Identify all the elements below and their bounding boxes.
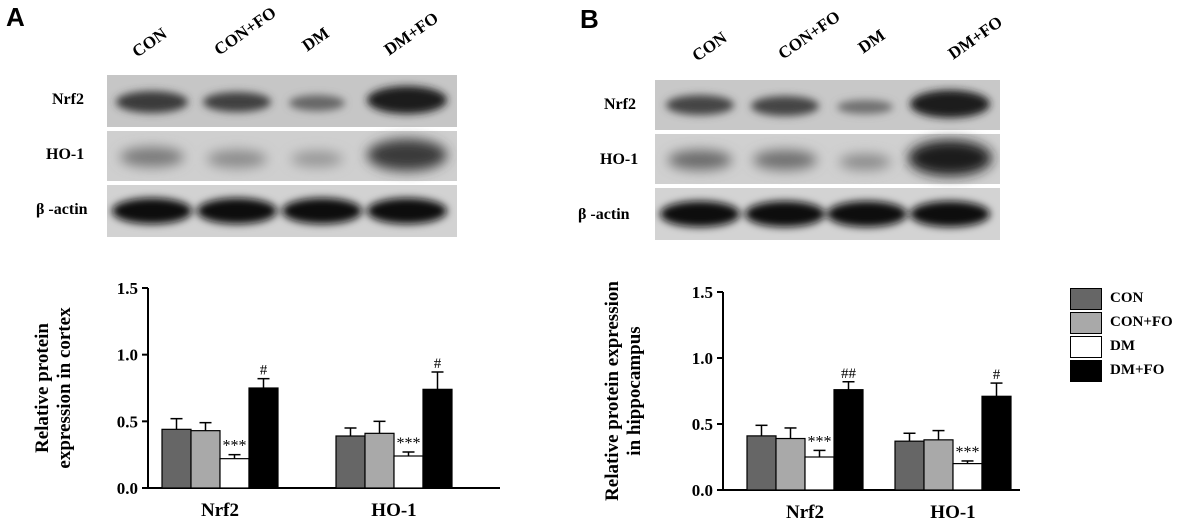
significance-marker: *** (808, 433, 832, 450)
lane-label-dm-fo: DM+FO (380, 8, 442, 60)
blot-label-nrf2: Nrf2 (604, 96, 636, 113)
bar-ho1-dm (952, 463, 983, 491)
y-tick-label: 0.5 (117, 412, 138, 431)
blot-label-nrf2: Nrf2 (52, 91, 84, 108)
y-tick-label: 1.5 (117, 279, 138, 298)
legend-item-con: CON (1070, 288, 1200, 312)
legend-swatch-con-fo (1070, 312, 1102, 334)
x-category-label: Nrf2 (201, 500, 239, 521)
significance-marker: # (993, 367, 1001, 383)
lane-label-dm: DM (854, 25, 889, 58)
lane-label-con: CON (688, 27, 731, 66)
legend-swatch-con (1070, 288, 1102, 310)
legend-swatch-dm (1070, 336, 1102, 358)
lane-label-con-fo: CON+FO (774, 6, 844, 64)
y-tick-label: 1.5 (692, 283, 713, 302)
y-axis-label-line1: Relative protein expression (602, 281, 623, 501)
bar-ho1-dm-fo (422, 388, 453, 489)
legend-item-dm-fo: DM+FO (1070, 360, 1200, 384)
bar-nrf2-con (746, 435, 777, 491)
y-axis-label-line2: in hippocampus (624, 326, 645, 455)
legend-item-con-fo: CON+FO (1070, 312, 1200, 336)
legend-label-con-fo: CON+FO (1110, 314, 1173, 330)
bar-ho1-con-fo (364, 432, 395, 489)
y-tick-label: 1.0 (117, 346, 138, 365)
bar-nrf2-dm (804, 456, 835, 491)
bar-ho1-con (894, 440, 925, 491)
bar-ho1-con-fo (923, 439, 954, 491)
blot-label-ho1: HO-1 (46, 146, 85, 163)
y-axis-label-line2: expression in cortex (54, 307, 75, 469)
significance-marker: *** (956, 444, 980, 461)
western-blot-a (107, 75, 457, 237)
panel-letter-b: B (580, 4, 599, 34)
y-tick-label: 0.0 (692, 481, 713, 500)
legend-label-dm: DM (1110, 338, 1135, 354)
bar-nrf2-con-fo (190, 430, 221, 489)
legend-label-dm-fo: DM+FO (1110, 362, 1165, 378)
legend-swatch-dm-fo (1070, 360, 1102, 382)
significance-marker: ## (841, 366, 857, 382)
significance-marker: *** (223, 438, 247, 455)
lane-label-dm-fo: DM+FO (944, 12, 1006, 64)
bar-ho1-con (335, 435, 366, 489)
lane-label-con: CON (128, 23, 171, 62)
legend-item-dm: DM (1070, 336, 1200, 360)
legend-label-con: CON (1110, 290, 1144, 306)
y-axis-label-line1: Relative protein (32, 323, 53, 453)
bar-ho1-dm-fo (981, 395, 1012, 491)
lane-label-dm: DM (298, 23, 333, 56)
bar-chart-cortex: 0.0 0.5 1.0 1.5 Relative protein expression i… (32, 279, 500, 521)
blot-label-beta-actin: β -actin (578, 206, 630, 223)
y-tick-label: 1.0 (692, 349, 713, 368)
significance-marker: *** (397, 435, 421, 452)
lane-label-con-fo: CON+FO (210, 2, 280, 60)
bar-nrf2-dm (219, 458, 250, 489)
blot-label-ho1: HO-1 (600, 151, 639, 168)
bar-nrf2-dm-fo (833, 389, 864, 491)
bar-chart-hippocampus: 0.0 0.5 1.0 1.5 Relative protein expression i… (602, 281, 1020, 523)
significance-marker: # (434, 356, 442, 372)
y-tick-label: 0.5 (692, 415, 713, 434)
bar-nrf2-con-fo (775, 437, 806, 491)
western-blot-b (655, 80, 1000, 240)
bar-nrf2-con (161, 428, 192, 489)
significance-marker: # (260, 363, 268, 379)
x-category-label: HO-1 (930, 502, 975, 523)
y-tick-label: 0.0 (117, 479, 138, 498)
x-category-label: HO-1 (371, 500, 416, 521)
x-category-label: Nrf2 (786, 502, 824, 523)
bar-ho1-dm (393, 455, 424, 489)
panel-letter-a: A (6, 2, 25, 32)
blot-label-beta-actin: β -actin (36, 201, 88, 218)
bar-nrf2-dm-fo (248, 387, 279, 489)
